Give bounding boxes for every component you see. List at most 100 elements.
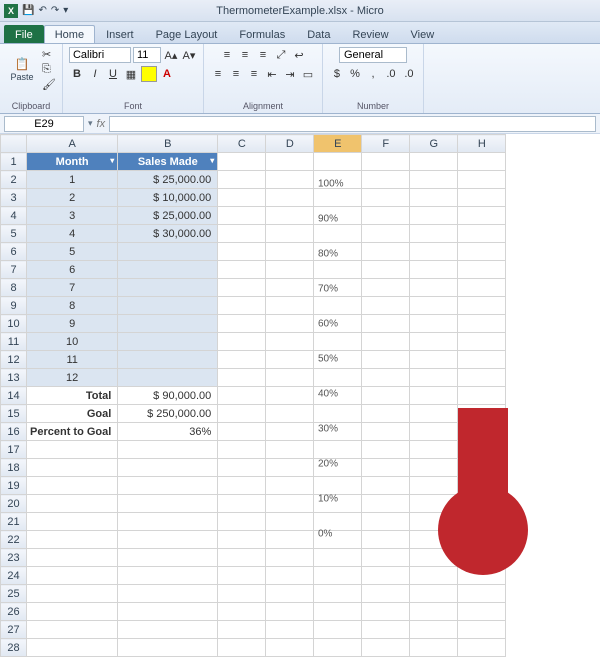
cell-month[interactable]: 8 (27, 297, 118, 315)
cell[interactable] (218, 477, 266, 495)
row-header-20[interactable]: 20 (1, 495, 27, 513)
format-painter-icon[interactable]: 🖌 (42, 78, 56, 91)
fx-icon[interactable]: fx (97, 118, 106, 130)
col-header-E[interactable]: E (314, 135, 362, 153)
increase-indent-icon[interactable]: ⇥ (282, 66, 298, 82)
cell-D[interactable] (266, 333, 314, 351)
bold-button[interactable]: B (69, 66, 85, 82)
cell-C[interactable] (218, 207, 266, 225)
row-header-26[interactable]: 26 (1, 603, 27, 621)
cell[interactable] (218, 513, 266, 531)
row-header-1[interactable]: 1 (1, 153, 27, 171)
cell-month[interactable]: 1 (27, 171, 118, 189)
align-right-icon[interactable]: ≡ (246, 66, 262, 82)
cell-sales[interactable]: $ 25,000.00 (118, 207, 218, 225)
cell[interactable] (458, 621, 506, 639)
cell-C[interactable] (218, 351, 266, 369)
row-header-28[interactable]: 28 (1, 639, 27, 657)
font-size-select[interactable] (133, 47, 161, 63)
cell-C[interactable] (218, 153, 266, 171)
col-header-A[interactable]: A (27, 135, 118, 153)
cell-sales[interactable]: $ 25,000.00 (118, 171, 218, 189)
cell-C[interactable] (218, 279, 266, 297)
decrease-font-icon[interactable]: A▾ (181, 47, 197, 63)
copy-icon[interactable]: ⎘ (42, 63, 56, 76)
comma-icon[interactable]: , (365, 66, 381, 82)
cell[interactable] (266, 621, 314, 639)
summary-value[interactable]: 36% (118, 423, 218, 441)
row-header-10[interactable]: 10 (1, 315, 27, 333)
row-header-5[interactable]: 5 (1, 225, 27, 243)
row-header-4[interactable]: 4 (1, 207, 27, 225)
row-header-18[interactable]: 18 (1, 459, 27, 477)
cell[interactable] (410, 639, 458, 657)
cell-G[interactable] (410, 153, 458, 171)
decrease-decimal-icon[interactable]: .0 (401, 66, 417, 82)
cell-H[interactable] (458, 153, 506, 171)
cell-month[interactable]: 9 (27, 315, 118, 333)
cell-D[interactable] (266, 315, 314, 333)
undo-icon[interactable]: ↶ (38, 5, 46, 16)
cell-C[interactable] (218, 405, 266, 423)
align-top-icon[interactable]: ≡ (219, 47, 235, 63)
cell[interactable] (27, 495, 118, 513)
cell[interactable] (314, 603, 362, 621)
cell-month[interactable]: 4 (27, 225, 118, 243)
cell[interactable] (27, 531, 118, 549)
cell[interactable] (118, 477, 218, 495)
row-header-14[interactable]: 14 (1, 387, 27, 405)
underline-button[interactable]: U (105, 66, 121, 82)
orientation-icon[interactable]: ⤢ (273, 47, 289, 63)
cell-month[interactable]: 2 (27, 189, 118, 207)
cell[interactable] (410, 621, 458, 639)
summary-value[interactable]: $ 250,000.00 (118, 405, 218, 423)
cell-D[interactable] (266, 261, 314, 279)
cell-D[interactable] (266, 405, 314, 423)
col-header-H[interactable]: H (458, 135, 506, 153)
font-name-select[interactable] (69, 47, 131, 63)
cell[interactable] (218, 549, 266, 567)
col-header-D[interactable]: D (266, 135, 314, 153)
cell[interactable] (266, 441, 314, 459)
cell-sales[interactable]: $ 10,000.00 (118, 189, 218, 207)
cell[interactable] (218, 459, 266, 477)
row-header-8[interactable]: 8 (1, 279, 27, 297)
increase-decimal-icon[interactable]: .0 (383, 66, 399, 82)
cell[interactable] (27, 549, 118, 567)
row-header-9[interactable]: 9 (1, 297, 27, 315)
cell[interactable] (27, 621, 118, 639)
cell-E[interactable] (314, 153, 362, 171)
col-header-B[interactable]: B (118, 135, 218, 153)
cell-D[interactable] (266, 351, 314, 369)
cell-D[interactable] (266, 171, 314, 189)
paste-button[interactable]: 📋 Paste (6, 47, 38, 91)
cell-D[interactable] (266, 243, 314, 261)
cell-C[interactable] (218, 423, 266, 441)
row-header-16[interactable]: 16 (1, 423, 27, 441)
merge-icon[interactable]: ▭ (300, 66, 316, 82)
cell-sales[interactable] (118, 369, 218, 387)
currency-icon[interactable]: $ (329, 66, 345, 82)
summary-value[interactable]: $ 90,000.00 (118, 387, 218, 405)
cell-D[interactable] (266, 207, 314, 225)
cell-month[interactable]: 12 (27, 369, 118, 387)
cell-C[interactable] (218, 171, 266, 189)
row-header-23[interactable]: 23 (1, 549, 27, 567)
cell-C[interactable] (218, 333, 266, 351)
cell[interactable] (218, 495, 266, 513)
row-header-3[interactable]: 3 (1, 189, 27, 207)
cell[interactable] (218, 639, 266, 657)
redo-icon[interactable]: ↷ (51, 5, 59, 16)
row-header-17[interactable]: 17 (1, 441, 27, 459)
cell[interactable] (118, 603, 218, 621)
row-header-12[interactable]: 12 (1, 351, 27, 369)
cell[interactable] (118, 621, 218, 639)
table-header-month[interactable]: Month (27, 153, 118, 171)
qat-dropdown-icon[interactable]: ▾ (63, 5, 68, 16)
col-header-F[interactable]: F (362, 135, 410, 153)
cell[interactable] (218, 603, 266, 621)
cell-C[interactable] (218, 315, 266, 333)
cell[interactable] (218, 441, 266, 459)
cell-D[interactable] (266, 369, 314, 387)
cell[interactable] (410, 603, 458, 621)
